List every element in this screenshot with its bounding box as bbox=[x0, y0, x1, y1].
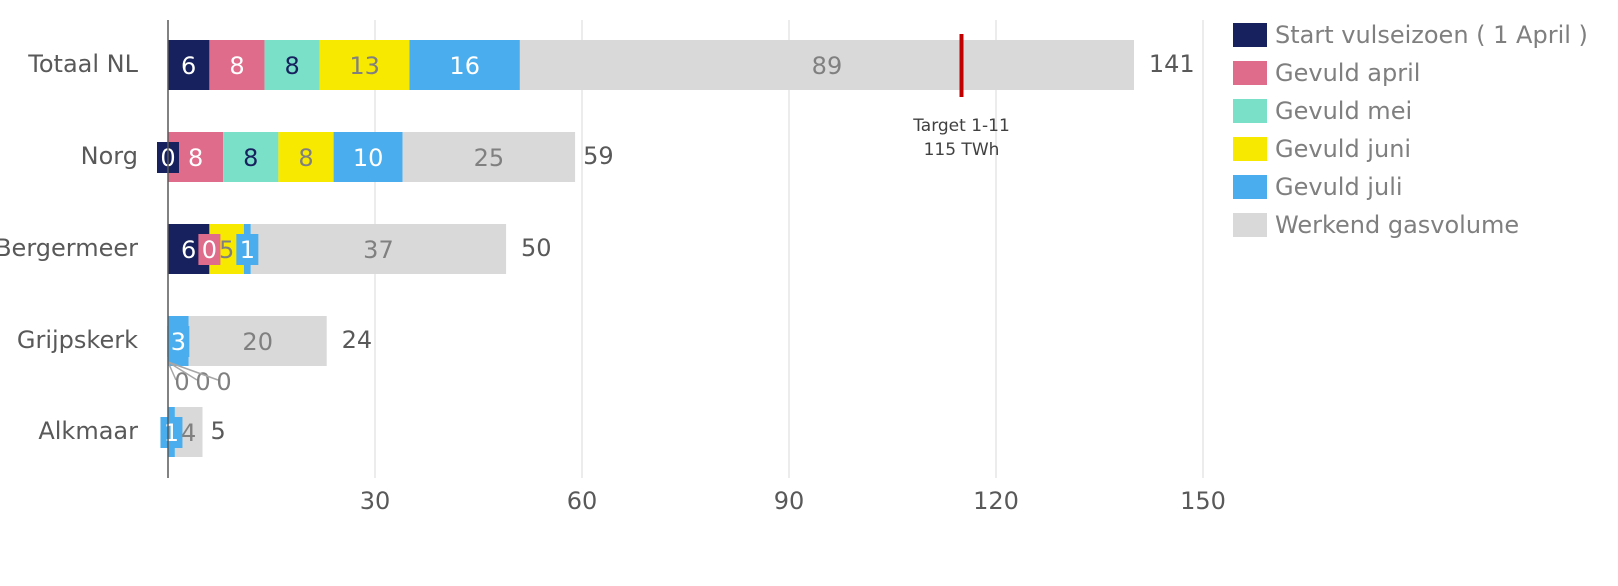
legend-label: Werkend gasvolume bbox=[1275, 211, 1519, 239]
y-tick-label: Totaal NL bbox=[27, 50, 138, 78]
legend-swatch bbox=[1233, 61, 1267, 85]
value-label: 13 bbox=[349, 52, 380, 80]
value-label: 20 bbox=[242, 328, 273, 356]
value-label: 37 bbox=[363, 236, 394, 264]
legend-swatch bbox=[1233, 99, 1267, 123]
y-tick-label: Norg bbox=[81, 142, 138, 170]
annotation: Target 1-11 bbox=[912, 116, 1010, 136]
bar-segment bbox=[333, 132, 403, 182]
value-label: 8 bbox=[243, 144, 258, 172]
y-tick-label: Grijpskerk bbox=[17, 326, 138, 354]
label-box bbox=[198, 234, 221, 265]
x-tick-label: 30 bbox=[360, 487, 391, 515]
legend-swatch bbox=[1233, 213, 1267, 237]
legend-label: Gevuld juni bbox=[1275, 135, 1411, 163]
label-box bbox=[160, 417, 183, 448]
value-label: 25 bbox=[474, 144, 505, 172]
total-label: 59 bbox=[583, 142, 614, 170]
x-tick-label: 150 bbox=[1180, 487, 1226, 515]
total-label: 141 bbox=[1149, 50, 1195, 78]
bar-segment bbox=[519, 40, 1134, 90]
value-label: 89 bbox=[812, 52, 843, 80]
total-label: 5 bbox=[211, 417, 226, 445]
value-label: 8 bbox=[188, 144, 203, 172]
value-label: 0 bbox=[195, 368, 210, 396]
leader-line bbox=[167, 361, 198, 381]
x-tick-label: 90 bbox=[774, 487, 805, 515]
y-tick-label: Alkmaar bbox=[38, 417, 138, 445]
bar-segment bbox=[264, 40, 320, 90]
bar-segment bbox=[409, 40, 520, 90]
legend-swatch bbox=[1233, 175, 1267, 199]
annotation: 115 TWh bbox=[924, 140, 1000, 160]
legend-label: Gevuld juli bbox=[1275, 173, 1403, 201]
leader-line bbox=[167, 361, 177, 381]
bar-segment bbox=[402, 132, 576, 182]
bar-segment bbox=[168, 40, 210, 90]
legend-label: Start vulseizoen ( 1 April ) bbox=[1275, 21, 1588, 49]
value-label: 4 bbox=[181, 419, 196, 447]
legend-swatch bbox=[1233, 23, 1267, 47]
x-tick-label: 60 bbox=[567, 487, 598, 515]
value-label: 3 bbox=[171, 328, 186, 356]
value-label: 5 bbox=[219, 236, 234, 264]
x-tick-label: 120 bbox=[973, 487, 1019, 515]
total-label: 24 bbox=[342, 326, 373, 354]
value-label: 16 bbox=[449, 52, 480, 80]
legend-swatch bbox=[1233, 137, 1267, 161]
value-label: 8 bbox=[285, 52, 300, 80]
bar-segment bbox=[319, 40, 410, 90]
bar-segment bbox=[209, 40, 265, 90]
leader-line bbox=[167, 361, 219, 381]
legend-label: Gevuld mei bbox=[1275, 97, 1412, 125]
value-label: 1 bbox=[164, 419, 179, 447]
label-box bbox=[167, 326, 190, 357]
value-label: 6 bbox=[181, 52, 196, 80]
bar-segment bbox=[278, 132, 334, 182]
label-box bbox=[236, 234, 259, 265]
value-label: 0 bbox=[202, 236, 217, 264]
value-label: 0 bbox=[216, 368, 231, 396]
value-label: 8 bbox=[298, 144, 313, 172]
bar-segment bbox=[250, 224, 507, 274]
value-label: 1 bbox=[240, 236, 255, 264]
value-label: 0 bbox=[174, 368, 189, 396]
bar-segment bbox=[188, 316, 327, 366]
value-label: 10 bbox=[353, 144, 384, 172]
legend-label: Gevuld april bbox=[1275, 59, 1420, 87]
bar-segment bbox=[223, 132, 279, 182]
value-label: 8 bbox=[229, 52, 244, 80]
total-label: 50 bbox=[521, 234, 552, 262]
y-tick-label: Bergermeer bbox=[0, 234, 138, 262]
value-label: 6 bbox=[181, 236, 196, 264]
